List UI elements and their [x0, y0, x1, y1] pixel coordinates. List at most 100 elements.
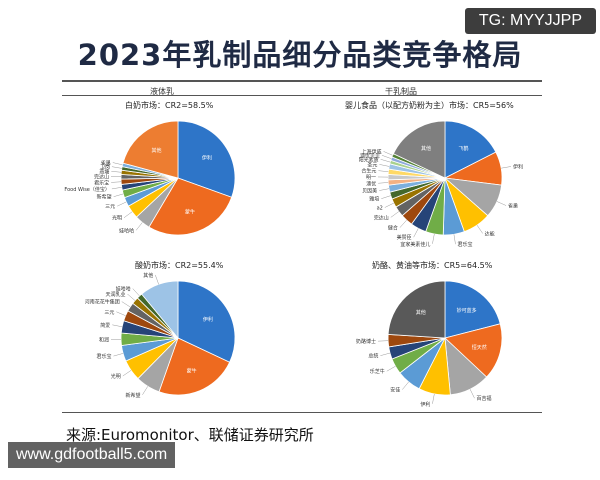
- slice-label: 贝因美: [362, 188, 377, 195]
- source-note: 来源:Euromonitor、联储证券研究所: [66, 426, 314, 444]
- slice-label: 雅培: [369, 196, 379, 203]
- leader-line: [381, 195, 391, 199]
- slice-label: 伊利: [513, 163, 523, 170]
- pie-slice: [122, 120, 179, 179]
- slice-label: 安佳: [390, 387, 400, 394]
- leader-line: [123, 211, 133, 218]
- leader-line: [380, 159, 391, 163]
- leader-line: [135, 222, 143, 231]
- slice-label: 河南花花牛集团: [85, 299, 120, 306]
- slice-label: 澳优贝贝: [360, 152, 380, 159]
- leader-line: [378, 182, 389, 184]
- slice-label: 伊利: [203, 316, 213, 323]
- pie-slice: [141, 280, 179, 340]
- slice-label: 奶酪博士: [356, 338, 376, 345]
- slice-label: 伊利: [202, 155, 212, 162]
- slice-label: 上海伊威: [361, 148, 381, 155]
- slice-label: 明一: [366, 175, 376, 181]
- leader-line: [113, 353, 124, 357]
- leader-line: [413, 228, 419, 238]
- pie-slice: [387, 280, 446, 339]
- leader-line: [122, 370, 132, 377]
- leader-line: [476, 224, 483, 234]
- chart-title-cheese: 奶酪、黄油等市场：CR5=64.5%: [372, 261, 493, 270]
- section-divider: [62, 95, 542, 96]
- section-label-liquid: 液体乳: [150, 87, 174, 96]
- leader-line: [383, 151, 393, 156]
- leader-line: [381, 155, 392, 159]
- slice-label: 达能: [485, 230, 495, 237]
- slice-label: 卫岗: [100, 165, 110, 171]
- slice-label: 蒙牛: [187, 368, 197, 375]
- slice-label: 健合: [388, 225, 398, 232]
- leader-line: [111, 166, 122, 169]
- leader-line: [127, 293, 136, 301]
- slice-label: a2: [377, 205, 383, 211]
- chart-title-yogurt: 酸奶市场：CR2=55.4%: [135, 261, 224, 270]
- slice-label: 雀巢: [508, 203, 518, 210]
- pie-slice: [177, 120, 236, 198]
- leader-line: [117, 201, 127, 207]
- slice-label: 君乐宝: [457, 241, 472, 248]
- slice-label: 完达山: [374, 214, 389, 221]
- slice-label: 圣元: [367, 161, 377, 168]
- slice-label: 合生元: [361, 168, 376, 175]
- leader-line: [111, 181, 122, 183]
- slice-label: 宜家美素佳儿: [400, 241, 430, 248]
- leader-line: [111, 187, 122, 190]
- section-label-dry: 干乳制品: [385, 87, 417, 96]
- leader-line: [142, 386, 148, 395]
- leader-line: [432, 233, 435, 244]
- slice-label: 飞鹤: [458, 145, 468, 152]
- leader-line: [116, 311, 126, 316]
- slice-label: 光明: [112, 215, 122, 222]
- leader-line: [496, 201, 507, 206]
- leader-line: [380, 352, 391, 356]
- slice-label: Food Wise（佳宝）: [64, 186, 109, 193]
- slice-label: 娃哈哈: [116, 286, 131, 293]
- leader-line: [155, 274, 159, 285]
- leader-line: [121, 301, 131, 308]
- leader-line: [432, 393, 435, 404]
- leader-line: [112, 162, 123, 166]
- slice-label: 完达山: [94, 174, 109, 181]
- pie-slice: [158, 337, 231, 396]
- slice-label: 和润: [99, 336, 109, 343]
- leader-line: [379, 164, 390, 167]
- slice-label: 君乐宝: [96, 353, 111, 360]
- slice-label: 三元: [104, 310, 114, 316]
- leader-line: [112, 324, 123, 328]
- leader-line: [113, 193, 124, 197]
- slice-label: 君乐宝: [94, 179, 109, 186]
- slice-label: 新希望: [97, 194, 112, 201]
- slice-label: 伊利: [420, 401, 430, 408]
- slice-label: 美赞臣: [397, 234, 412, 241]
- slice-label: 燕塘: [99, 168, 109, 175]
- leader-line: [132, 288, 140, 297]
- leader-line: [469, 389, 475, 399]
- pie-slice: [444, 280, 501, 339]
- slice-label: 蒙牛: [185, 208, 195, 215]
- leader-line: [386, 366, 396, 372]
- slice-label: 天润乳业: [105, 291, 125, 298]
- site-watermark: www.gdfootball5.com: [8, 442, 176, 468]
- slice-label: 阳光素质: [359, 156, 379, 163]
- pie-slice: [177, 280, 236, 363]
- slice-label: 光明: [111, 373, 121, 380]
- telegram-watermark: TG: MYYJJPP: [464, 8, 596, 34]
- slice-label: 乐芝牛: [370, 368, 385, 375]
- slice-label: 妙可蓝多: [457, 307, 477, 314]
- leader-line: [378, 170, 389, 172]
- slice-label: 总统: [368, 353, 378, 360]
- slice-label: 其他: [421, 145, 431, 152]
- slice-label: 雀巢: [101, 160, 111, 167]
- leader-line: [453, 234, 456, 245]
- slice-label: 澳优: [366, 180, 376, 187]
- slice-label: 其他: [152, 147, 162, 154]
- leader-line: [399, 219, 407, 228]
- chart-title-infant: 婴儿食品（以配方奶粉为主）市场：CR5=56%: [345, 101, 514, 110]
- slice-label: 其他: [143, 272, 153, 279]
